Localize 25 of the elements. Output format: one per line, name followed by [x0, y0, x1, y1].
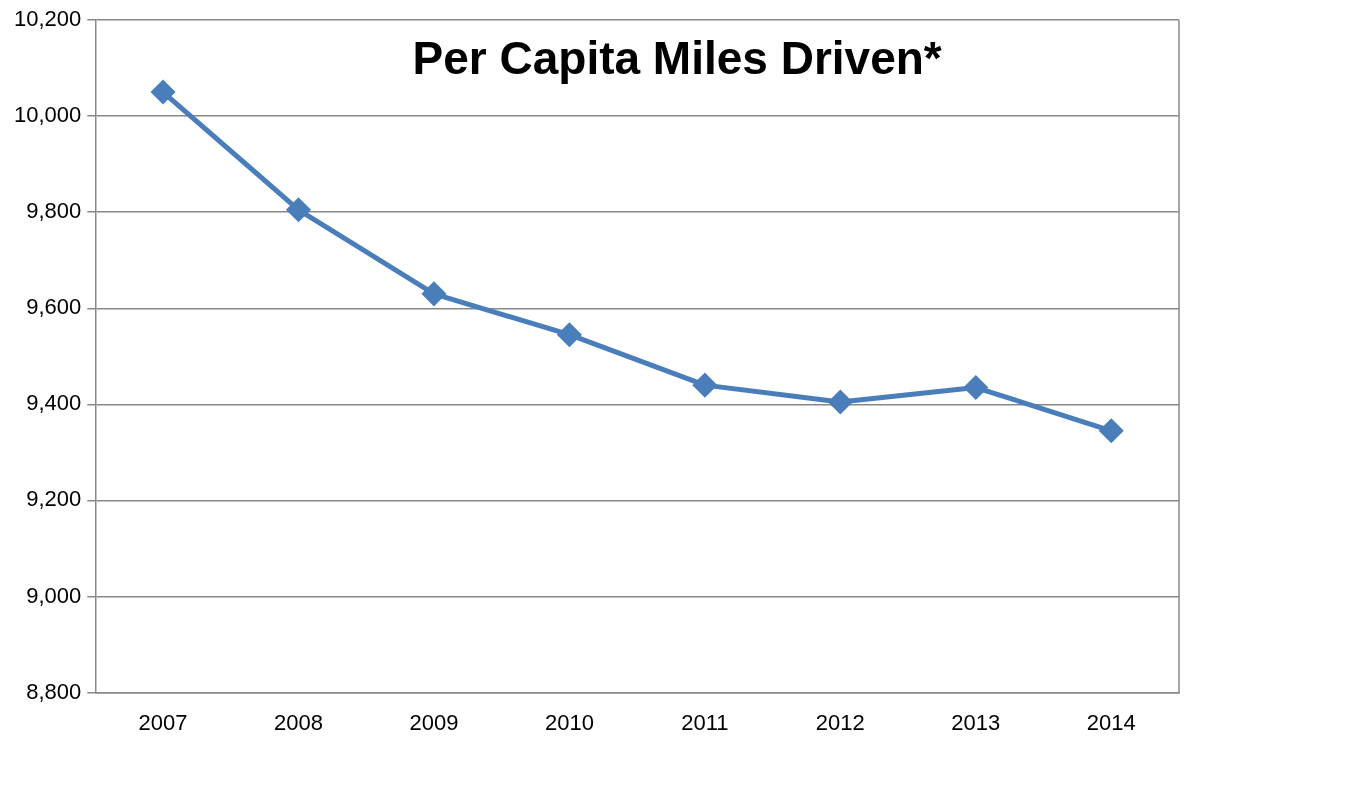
point — [286, 198, 310, 222]
x-tick-label: 2011 — [681, 709, 729, 735]
y-tick-label: 9,400 — [26, 390, 82, 416]
x-tick-label: 2009 — [409, 709, 459, 735]
y-tick-label: 9,000 — [26, 582, 82, 608]
y-tick-label: 9,200 — [26, 486, 82, 512]
x-tick-label: 2007 — [138, 709, 188, 735]
y-tick-label: 9,600 — [26, 294, 82, 320]
y-tick-label: 8,800 — [26, 678, 82, 704]
y-tick-label: 10,200 — [13, 6, 82, 32]
point — [151, 80, 175, 104]
point — [1099, 419, 1123, 443]
x-tick-label: 2014 — [1086, 709, 1136, 735]
chart-title: Per Capita Miles Driven* — [412, 31, 942, 84]
point — [422, 282, 446, 306]
y-tick-label: 10,000 — [13, 102, 82, 128]
x-tick-label: 2013 — [951, 709, 1001, 735]
x-tick-label: 2010 — [544, 709, 594, 735]
point — [693, 373, 717, 397]
point — [557, 323, 581, 347]
point — [828, 390, 852, 414]
x-tick-label: 2008 — [274, 709, 323, 735]
point — [964, 376, 988, 400]
x-tick-label: 2012 — [815, 709, 865, 735]
y-tick-label: 9,800 — [26, 198, 82, 224]
